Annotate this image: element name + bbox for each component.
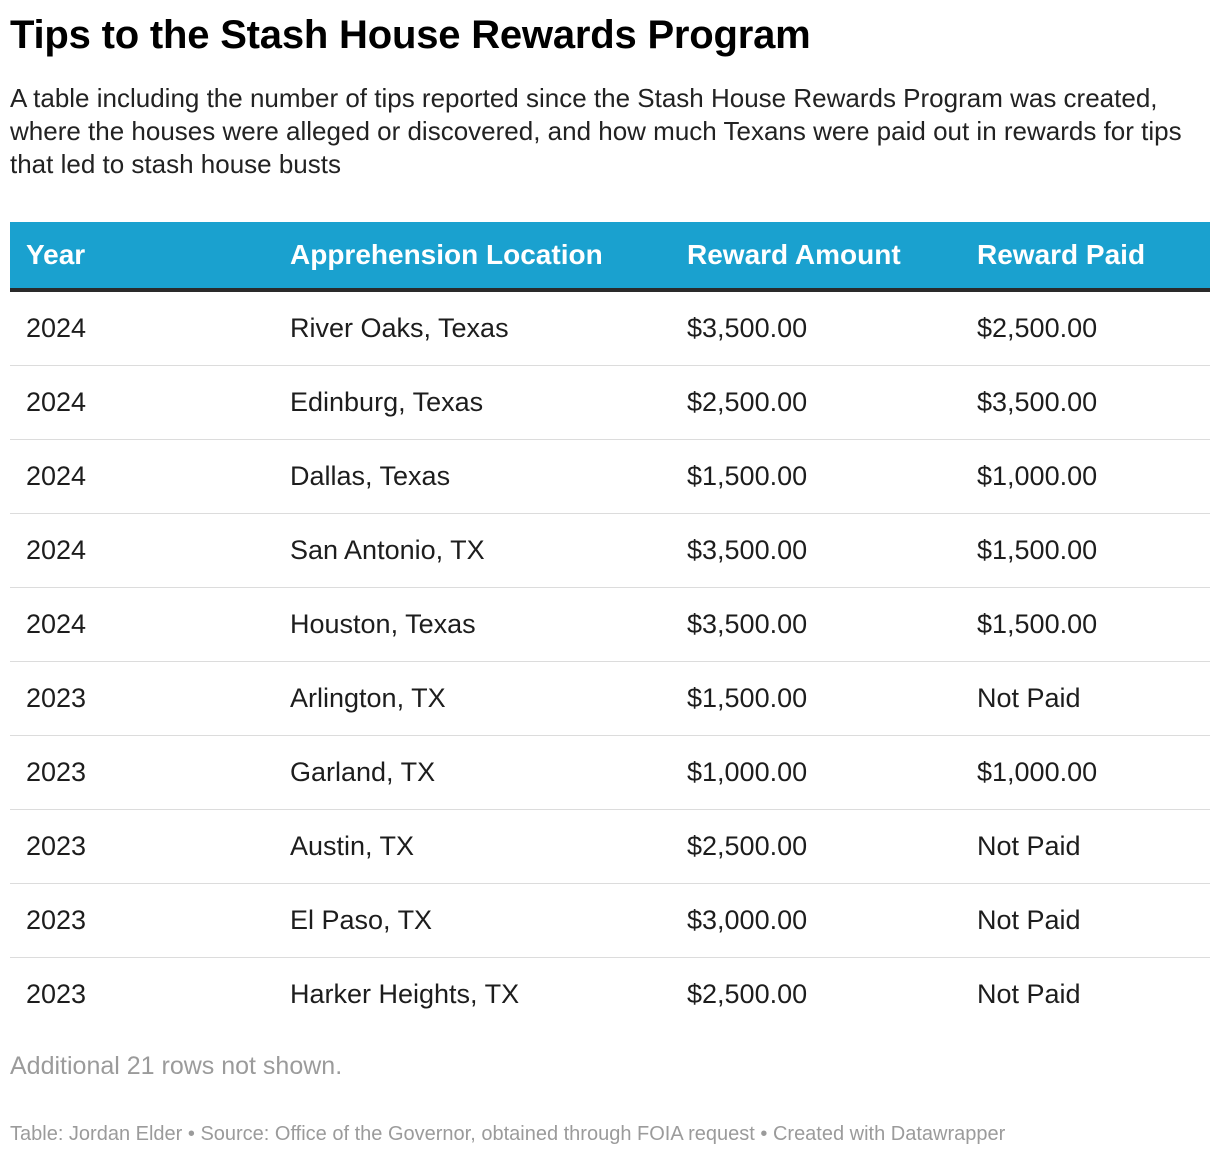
cell-apprehension-location: Garland, TX [274,735,671,810]
cell-year: 2023 [10,883,274,958]
column-header-reward-paid[interactable]: Reward Paid [961,222,1210,292]
source-footer: Table: Jordan Elder • Source: Office of … [10,1123,1006,1145]
cell-apprehension-location: River Oaks, Texas [274,290,671,366]
cell-reward-paid: Not Paid [977,979,1081,1009]
column-header-reward-amount[interactable]: Reward Amount [671,222,961,292]
table-row: 2023 Harker Heights, TX $2,500.00 Not Paid [10,958,1210,1032]
table-header: Year Apprehension Location Reward Amount… [10,222,1210,292]
cell-apprehension-location: Harker Heights, TX [290,979,520,1009]
table-row: 2024 Edinburg, Texas $2,500.00 $3,500.00 [10,365,1210,440]
table-row: 2024 San Antonio, TX $3,500.00 $1,500.00 [10,513,1210,588]
cell-year: 2024 [10,587,274,662]
column-header-year[interactable]: Year [10,222,274,292]
cell-reward-amount: $3,500.00 [671,513,961,588]
more-rows-note: Additional 21 rows not shown. [10,1052,343,1080]
cell-apprehension-location: El Paso, TX [274,883,671,958]
cell-reward-amount: $1,500.00 [671,439,961,514]
cell-reward-paid: $1,500.00 [961,587,1210,662]
cell-year: 2023 [10,735,274,810]
table-row: 2023 Austin, TX $2,500.00 Not Paid [10,809,1210,884]
table-row: 2023 Garland, TX $1,000.00 $1,000.00 [10,735,1210,810]
cell-reward-paid: $1,000.00 [961,735,1210,810]
cell-apprehension-location: Houston, Texas [274,587,671,662]
cell-reward-amount: $3,000.00 [671,883,961,958]
cell-reward-paid: Not Paid [961,661,1210,736]
table-row: 2024 Houston, Texas $3,500.00 $1,500.00 [10,587,1210,662]
cell-reward-amount: $2,500.00 [687,979,808,1009]
table-row: 2024 Dallas, Texas $1,500.00 $1,000.00 [10,439,1210,514]
rewards-table: Year Apprehension Location Reward Amount… [10,222,1210,1031]
cell-reward-amount: $2,500.00 [671,365,961,440]
cell-reward-paid: $1,500.00 [961,513,1210,588]
cell-apprehension-location: Dallas, Texas [274,439,671,514]
cell-reward-paid: $1,000.00 [961,439,1210,514]
cell-apprehension-location: Edinburg, Texas [274,365,671,440]
table-body: 2024 River Oaks, Texas $3,500.00 $2,500.00 2… [10,290,1210,1031]
cell-year: 2023 [10,809,274,884]
cell-reward-amount: $1,000.00 [671,735,961,810]
cell-reward-paid: Not Paid [961,883,1210,958]
cell-year: 2024 [10,365,274,440]
cell-apprehension-location: San Antonio, TX [274,513,671,588]
cell-reward-amount: $2,500.00 [671,809,961,884]
table-row: 2024 River Oaks, Texas $3,500.00 $2,500.00 [10,290,1210,366]
cell-year: 2024 [10,439,274,514]
cell-year: 2023 [10,661,274,736]
cell-apprehension-location: Austin, TX [274,809,671,884]
cell-year: 2024 [10,290,274,366]
cell-reward-paid: $3,500.00 [961,365,1210,440]
cell-reward-amount: $3,500.00 [671,290,961,366]
cell-year: 2023 [26,979,87,1009]
page-subtitle: A table including the number of tips rep… [10,83,1182,179]
table-row: 2023 El Paso, TX $3,000.00 Not Paid [10,883,1210,958]
page-title: Tips to the Stash House Rewards Program [10,13,811,57]
cell-year: 2024 [10,513,274,588]
table-header-row: Year Apprehension Location Reward Amount… [10,222,1210,292]
rewards-table-container: Year Apprehension Location Reward Amount… [10,222,1210,1031]
cell-reward-paid: $2,500.00 [961,290,1210,366]
table-row: 2023 Arlington, TX $1,500.00 Not Paid [10,661,1210,736]
cell-reward-paid: Not Paid [961,809,1210,884]
cell-reward-amount: $3,500.00 [671,587,961,662]
column-header-apprehension-location[interactable]: Apprehension Location [274,222,671,292]
cell-reward-amount: $1,500.00 [671,661,961,736]
cell-apprehension-location: Arlington, TX [274,661,671,736]
